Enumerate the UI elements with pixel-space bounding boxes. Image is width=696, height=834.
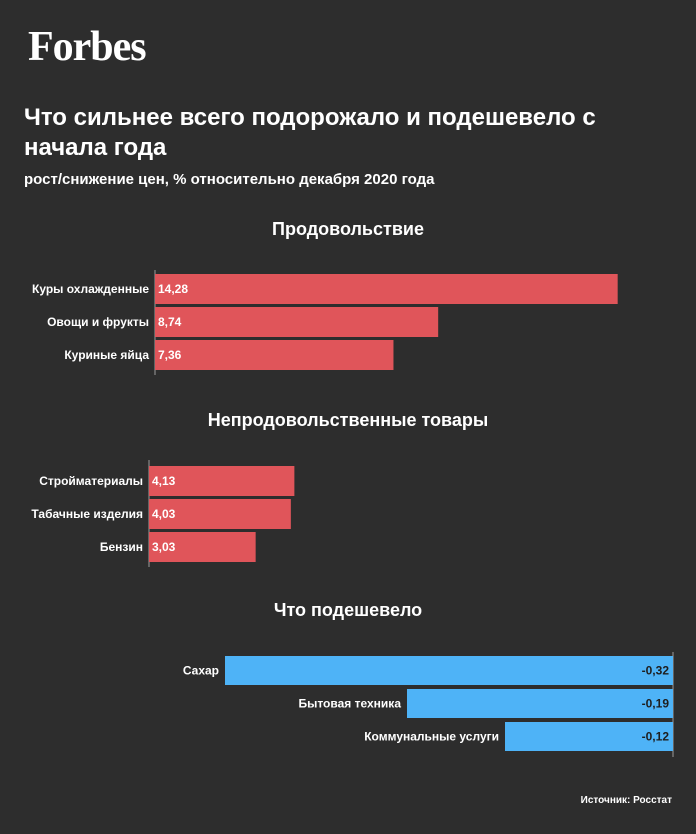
value-label: 14,28 <box>158 282 188 296</box>
category-label: Табачные изделия <box>31 507 143 521</box>
category-label: Коммунальные услуги <box>364 730 499 744</box>
bar <box>149 532 256 562</box>
cheaper-section-title: Что подешевело <box>273 600 423 620</box>
category-label: Куриные яйца <box>64 348 149 362</box>
source-note: Источник: Росстат <box>580 795 672 806</box>
nonfood-chart: Стройматериалы 4,13 Табачные изделия 4,03 Бе… <box>31 460 295 567</box>
value-label: 3,03 <box>152 540 176 554</box>
category-label: Стройматериалы <box>39 474 143 488</box>
value-label: -0,19 <box>642 697 670 711</box>
bar <box>505 722 673 751</box>
bar <box>155 274 618 304</box>
bar <box>155 340 394 370</box>
bar <box>225 656 673 685</box>
category-label: Бензин <box>100 540 143 554</box>
value-label: -0,12 <box>642 730 670 744</box>
category-label: Бытовая техника <box>298 697 401 711</box>
category-label: Овощи и фрукты <box>47 315 149 329</box>
forbes-logo: Forbes <box>28 24 147 70</box>
nonfood-section-title: Непродовольственные товары <box>207 410 489 430</box>
category-label: Куры охлажденные <box>32 282 149 296</box>
page-title: Что сильнее всего подорожало и подешевел… <box>24 104 596 161</box>
food-chart: Куры охлажденные 14,28 Овощи и фрукты 8,74 К… <box>32 270 618 375</box>
food-section-title: Продовольствие <box>272 219 424 239</box>
bar <box>149 466 295 496</box>
value-label: 8,74 <box>158 315 182 329</box>
value-label: 4,13 <box>152 474 176 488</box>
value-label: 7,36 <box>158 348 182 362</box>
cheaper-chart: Сахар -0,32 Бытовая техника -0,19 Коммунальн… <box>183 652 674 757</box>
bar <box>155 307 439 337</box>
category-label: Сахар <box>183 664 219 678</box>
bar <box>407 689 673 718</box>
value-label: 4,03 <box>152 507 176 521</box>
bar <box>149 499 291 529</box>
value-label: -0,32 <box>642 664 670 678</box>
page-subtitle: рост/снижение цен, % относительно декабр… <box>24 171 435 188</box>
